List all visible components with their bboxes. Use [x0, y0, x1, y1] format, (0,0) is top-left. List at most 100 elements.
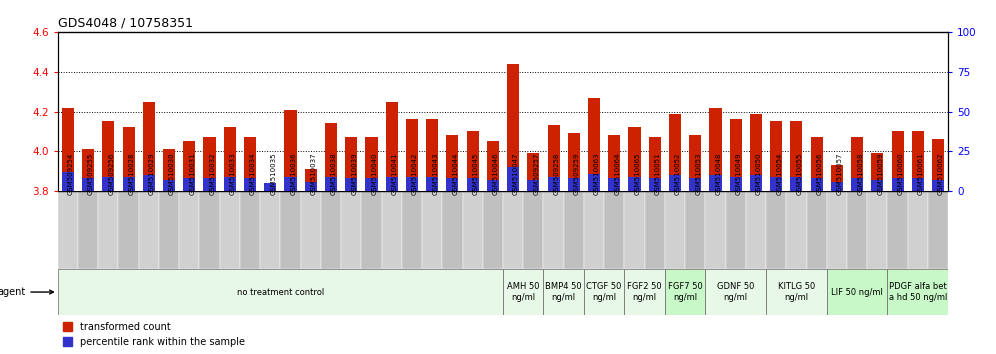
Bar: [401, 191, 422, 269]
Bar: [163, 180, 175, 191]
Text: GSM510051: GSM510051: [654, 153, 660, 195]
Bar: [142, 102, 155, 191]
Text: CTGF 50
ng/ml: CTGF 50 ng/ml: [587, 282, 622, 302]
Bar: [872, 180, 883, 191]
Bar: [847, 191, 868, 269]
Bar: [827, 191, 847, 269]
Bar: [82, 149, 95, 191]
Bar: [466, 178, 479, 191]
Bar: [907, 191, 928, 269]
Text: GSM510043: GSM510043: [432, 153, 438, 195]
Bar: [78, 191, 99, 269]
Bar: [244, 137, 256, 191]
Text: GSM510048: GSM510048: [715, 153, 721, 195]
Bar: [58, 191, 78, 269]
Bar: [103, 121, 115, 191]
Text: GSM509257: GSM509257: [533, 153, 540, 195]
Bar: [442, 191, 462, 269]
Bar: [264, 183, 276, 191]
Bar: [932, 180, 944, 191]
Bar: [568, 178, 580, 191]
Text: GSM510036: GSM510036: [291, 153, 297, 195]
Bar: [82, 178, 95, 191]
Bar: [405, 120, 418, 191]
Bar: [58, 269, 503, 315]
Text: GSM510028: GSM510028: [128, 153, 134, 195]
Bar: [346, 178, 358, 191]
Text: FGF2 50
ng/ml: FGF2 50 ng/ml: [627, 282, 662, 302]
Bar: [285, 177, 297, 191]
Bar: [750, 175, 762, 191]
Text: GSM510058: GSM510058: [858, 153, 864, 195]
Bar: [527, 153, 540, 191]
Bar: [705, 269, 766, 315]
Bar: [224, 177, 236, 191]
Bar: [446, 178, 458, 191]
Bar: [527, 180, 540, 191]
Bar: [346, 137, 358, 191]
Bar: [203, 137, 215, 191]
Bar: [588, 174, 601, 191]
Bar: [507, 64, 519, 191]
Text: GSM510062: GSM510062: [938, 153, 944, 195]
Bar: [341, 191, 362, 269]
Text: GSM510046: GSM510046: [493, 153, 499, 195]
Bar: [163, 149, 175, 191]
Bar: [851, 137, 864, 191]
Text: GSM510042: GSM510042: [412, 153, 418, 195]
Bar: [62, 108, 74, 191]
Text: KITLG 50
ng/ml: KITLG 50 ng/ml: [778, 282, 815, 302]
Text: GSM510034: GSM510034: [250, 153, 256, 195]
Bar: [665, 191, 685, 269]
Bar: [503, 269, 544, 315]
Bar: [807, 191, 827, 269]
Text: LIF 50 ng/ml: LIF 50 ng/ml: [832, 287, 883, 297]
Bar: [584, 191, 605, 269]
Bar: [305, 169, 317, 191]
Bar: [381, 191, 401, 269]
Text: GSM510044: GSM510044: [452, 153, 458, 195]
Bar: [827, 269, 887, 315]
Text: GSM509255: GSM509255: [88, 153, 95, 195]
Text: GSM510059: GSM510059: [877, 153, 883, 195]
Bar: [62, 172, 74, 191]
Text: GSM510053: GSM510053: [695, 153, 701, 195]
Text: BMP4 50
ng/ml: BMP4 50 ng/ml: [546, 282, 582, 302]
Text: GSM510038: GSM510038: [331, 153, 337, 195]
Bar: [791, 177, 803, 191]
Bar: [709, 175, 721, 191]
Bar: [730, 120, 742, 191]
Bar: [366, 178, 377, 191]
Bar: [588, 98, 601, 191]
Bar: [609, 178, 621, 191]
Bar: [325, 177, 337, 191]
Text: FGF7 50
ng/ml: FGF7 50 ng/ml: [667, 282, 702, 302]
Text: GSM510035: GSM510035: [270, 153, 276, 195]
Bar: [183, 178, 195, 191]
Bar: [705, 191, 725, 269]
Bar: [305, 182, 317, 191]
Bar: [422, 191, 442, 269]
Bar: [750, 114, 762, 191]
Bar: [487, 180, 499, 191]
Bar: [911, 131, 924, 191]
Bar: [770, 121, 782, 191]
Bar: [462, 191, 483, 269]
Text: GSM510052: GSM510052: [675, 153, 681, 195]
Bar: [523, 191, 544, 269]
Bar: [605, 191, 624, 269]
Bar: [325, 124, 337, 191]
Bar: [281, 191, 301, 269]
Bar: [609, 136, 621, 191]
Text: GSM510065: GSM510065: [634, 153, 640, 195]
Bar: [928, 191, 948, 269]
Bar: [179, 191, 199, 269]
Bar: [932, 139, 944, 191]
Text: GSM510039: GSM510039: [352, 153, 358, 195]
Text: GSM510050: GSM510050: [756, 153, 762, 195]
Bar: [665, 269, 705, 315]
Bar: [285, 109, 297, 191]
Bar: [138, 191, 159, 269]
Bar: [887, 191, 907, 269]
Bar: [868, 191, 887, 269]
